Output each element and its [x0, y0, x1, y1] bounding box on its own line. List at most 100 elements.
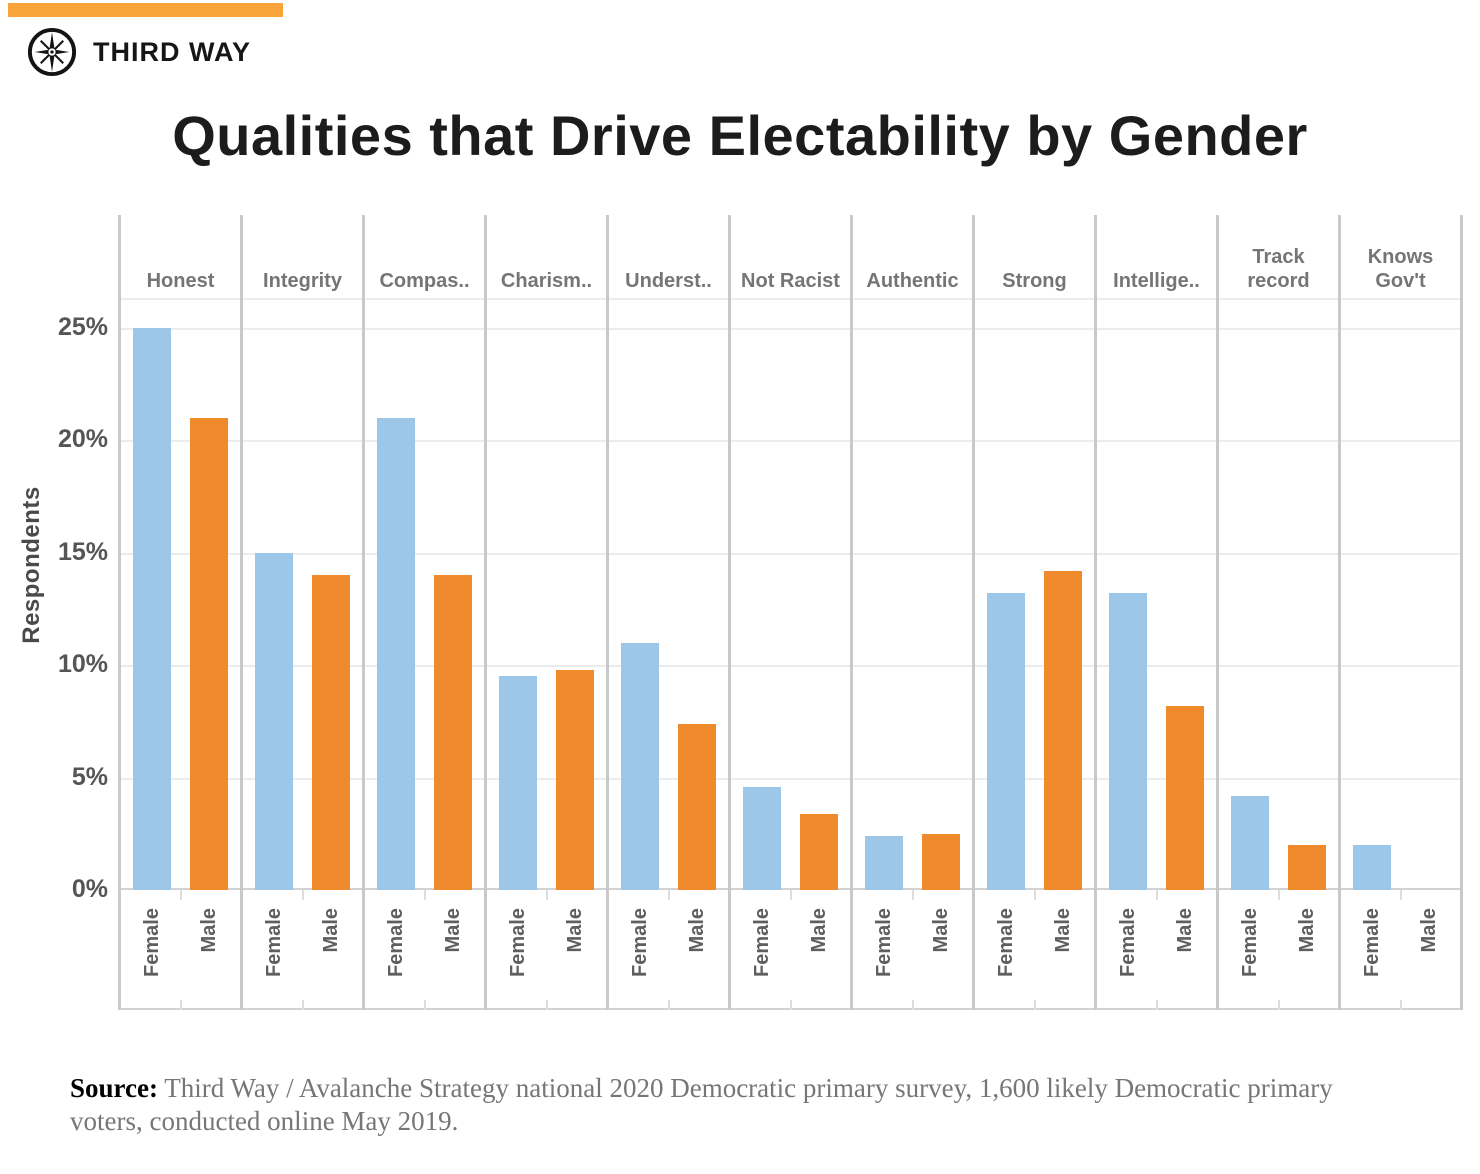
category-header: Charism.. — [500, 270, 593, 292]
y-tick-label-0%: 0% — [71, 875, 108, 903]
category-header: Track record — [1247, 246, 1310, 292]
gridline-15 — [118, 552, 1463, 555]
x-label-female: Female — [750, 908, 773, 977]
x-label-female: Female — [1116, 908, 1139, 977]
bar-female — [498, 676, 537, 890]
bar-female — [1230, 795, 1269, 890]
x-labels-area: Female Male — [1219, 890, 1338, 1010]
y-tick-label-5%: 5% — [71, 762, 108, 791]
x-label-male: Male — [1296, 908, 1319, 953]
x-axis-baseline — [118, 888, 1463, 890]
gender-axis-tick-bottom — [1155, 1000, 1158, 1010]
category-column-not-racist: Not Racist Female Male — [731, 215, 853, 1010]
gender-axis-tick — [1277, 890, 1280, 900]
gender-axis-tick-bottom — [1033, 1000, 1036, 1010]
category-header: Strong — [1002, 270, 1067, 292]
gender-axis-tick-bottom — [667, 1000, 670, 1010]
bars-area — [609, 300, 728, 890]
category-header: Knows Gov't — [1367, 246, 1434, 292]
bars-area — [1097, 300, 1216, 890]
brand-name: THIRD WAY — [93, 36, 252, 67]
bar-male — [800, 813, 839, 890]
x-label-female: Female — [262, 908, 285, 977]
bars-area — [853, 300, 972, 890]
bars-area — [1341, 300, 1460, 890]
chart-title: Qualities that Drive Electability by Gen… — [172, 104, 1308, 167]
category-header: Intellige.. — [1113, 270, 1200, 292]
category-column-integrity: Integrity Female Male — [243, 215, 365, 1010]
category-column-charism: Charism.. Female Male — [487, 215, 609, 1010]
brand: THIRD WAY — [26, 26, 251, 78]
x-labels-area: Female Male — [731, 890, 850, 1010]
gender-axis-tick-bottom — [1399, 1000, 1402, 1010]
category-column-honest: Honest Female Male — [118, 215, 243, 1010]
gender-axis-tick — [545, 890, 548, 900]
x-labels-area: Female Male — [365, 890, 484, 1010]
gender-axis-tick — [1155, 890, 1158, 900]
gridline-20 — [118, 440, 1463, 443]
x-labels-area: Female Male — [975, 890, 1094, 1010]
category-header: Integrity — [263, 270, 342, 292]
bars-area — [487, 300, 606, 890]
bars-area — [731, 300, 850, 890]
gender-axis-tick — [911, 890, 914, 900]
bar-male — [1166, 705, 1205, 890]
bars-area — [365, 300, 484, 890]
x-labels-area: Female Male — [1097, 890, 1216, 1010]
x-label-female: Female — [140, 908, 163, 977]
category-column-compas: Compas.. Female Male — [365, 215, 487, 1010]
gender-axis-tick — [1399, 890, 1402, 900]
gender-axis-tick — [1033, 890, 1036, 900]
bar-male — [190, 418, 229, 890]
gender-axis-tick — [301, 890, 304, 900]
x-label-male: Male — [930, 908, 953, 953]
bar-female — [376, 418, 415, 890]
y-axis: 0% 5% 10% 15% 20% 25% — [20, 215, 108, 1010]
category-column-track-record: Track record Female Male — [1219, 215, 1341, 1010]
x-label-male: Male — [442, 908, 465, 953]
x-label-male: Male — [1418, 908, 1441, 953]
gender-axis-tick — [667, 890, 670, 900]
gender-axis-tick-bottom — [789, 1000, 792, 1010]
bar-female — [620, 642, 659, 890]
y-tick-label-20%: 20% — [57, 425, 108, 454]
gridline-25 — [118, 328, 1463, 331]
bars-area — [243, 300, 362, 890]
third-way-compass-icon — [27, 27, 77, 77]
gender-axis-tick-bottom — [179, 1000, 182, 1010]
bar-male — [678, 723, 717, 890]
source-note: Source: Third Way / Avalanche Strategy n… — [70, 1072, 1408, 1139]
category-column-authentic: Authentic Female Male — [853, 215, 975, 1010]
x-label-male: Male — [320, 908, 343, 953]
bar-chart: Honest Female Male Integrity Female Male Compa… — [118, 215, 1463, 1010]
category-column-strong: Strong Female Male — [975, 215, 1097, 1010]
category-header: Authentic — [866, 270, 959, 292]
x-label-female: Female — [872, 908, 895, 977]
category-header: Honest — [146, 270, 215, 292]
y-tick-label-10%: 10% — [57, 650, 108, 679]
x-labels-area: Female Male — [853, 890, 972, 1010]
y-tick-label-15%: 15% — [57, 537, 108, 566]
category-column-knows-gov-t: Knows Gov't Female Male — [1341, 215, 1463, 1010]
x-label-female: Female — [628, 908, 651, 977]
bars-area — [975, 300, 1094, 890]
bar-female — [132, 328, 171, 890]
gender-axis-tick-bottom — [911, 1000, 914, 1010]
gender-axis-tick — [789, 890, 792, 900]
category-header: Underst.. — [625, 270, 712, 292]
x-labels-area: Female Male — [243, 890, 362, 1010]
bar-male — [1288, 845, 1327, 890]
x-labels-area: Female Male — [121, 890, 240, 1010]
header-divider-line — [118, 298, 1463, 300]
gender-axis-tick-bottom — [545, 1000, 548, 1010]
x-label-male: Male — [564, 908, 587, 953]
x-label-male: Male — [1052, 908, 1075, 953]
bar-male — [556, 669, 595, 890]
x-label-male: Male — [1174, 908, 1197, 953]
gender-axis-tick — [179, 890, 182, 900]
category-header: Not Racist — [741, 270, 840, 292]
bar-male — [434, 575, 473, 890]
source-label: Source: — [70, 1073, 158, 1103]
x-labels-area: Female Male — [487, 890, 606, 1010]
